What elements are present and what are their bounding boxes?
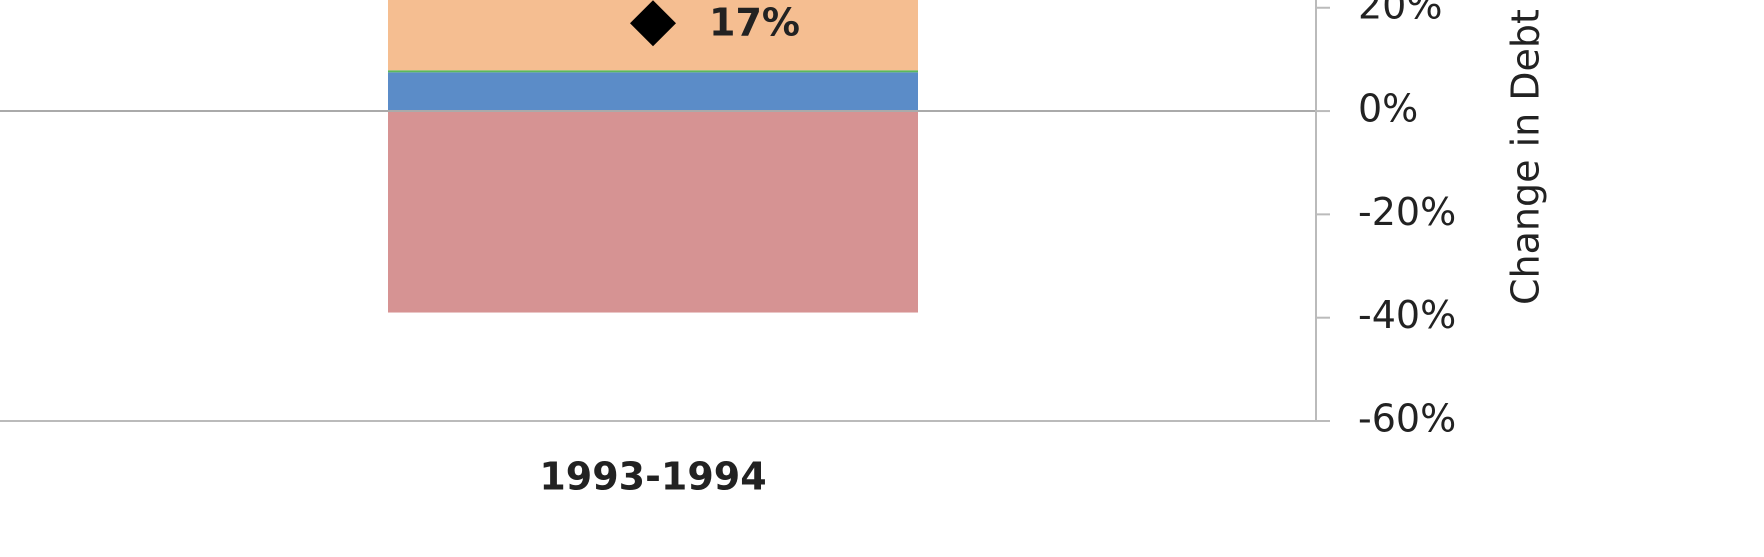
marker [630, 0, 676, 47]
bar-segment [388, 111, 918, 313]
y-tick-label: -40% [1358, 293, 1456, 337]
y-tick-label: -20% [1358, 190, 1456, 234]
plot-area [0, 0, 1316, 313]
marker-label: 17% [709, 1, 800, 45]
bar-segment [388, 72, 918, 112]
bar-segment [388, 70, 918, 73]
y-tick-label: 20% [1358, 0, 1442, 27]
y-axis-title: Change in Debt [1504, 9, 1548, 305]
y-tick-label: -60% [1358, 397, 1456, 441]
y-tick-label: 0% [1358, 87, 1418, 131]
x-tick-label: 1993-1994 [539, 455, 766, 499]
